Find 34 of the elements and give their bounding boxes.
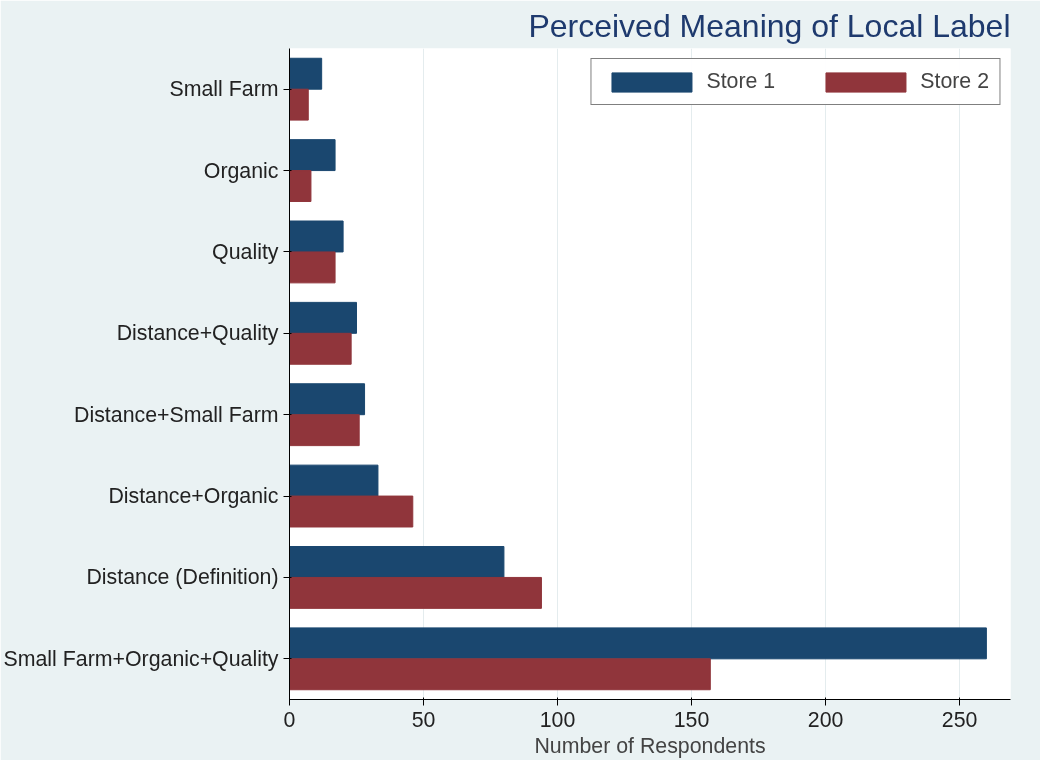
y-tick-label: Small Farm+Organic+Quality — [3, 646, 279, 671]
legend-label: Store 2 — [920, 69, 989, 94]
x-tick-label: 0 — [283, 707, 296, 732]
x-axis-title: Number of Respondents — [534, 733, 766, 758]
y-tick-label: Distance+Small Farm — [74, 402, 279, 427]
bar — [289, 301, 358, 334]
y-tick-label: Quality — [212, 239, 279, 264]
y-tick-label: Distance+Organic — [108, 484, 279, 509]
x-tick-label: 150 — [673, 707, 710, 732]
chart-title: Perceived Meaning of Local Label — [528, 7, 1011, 44]
bar — [289, 495, 414, 528]
x-tick-label: 200 — [807, 707, 844, 732]
y-tick-label: Organic — [203, 158, 279, 183]
x-tick-label: 250 — [941, 707, 978, 732]
y-tick-label: Distance (Definition) — [86, 565, 279, 590]
bar — [289, 383, 366, 416]
bar — [289, 57, 323, 90]
y-tick-label: Small Farm — [169, 77, 279, 102]
bar — [289, 414, 360, 447]
bar — [289, 332, 352, 365]
legend-label: Store 1 — [706, 69, 776, 94]
bar — [289, 88, 309, 121]
bar — [289, 627, 987, 660]
bar — [289, 170, 312, 202]
bar — [289, 464, 379, 497]
bar — [289, 251, 336, 284]
x-tick-label: 100 — [539, 707, 576, 732]
bar — [289, 220, 344, 253]
bar — [289, 658, 711, 691]
x-tick-label: 50 — [411, 707, 436, 732]
y-tick-label: Distance+Quality — [116, 321, 279, 346]
bar — [289, 139, 336, 172]
bar — [289, 546, 505, 578]
bar — [289, 576, 542, 609]
